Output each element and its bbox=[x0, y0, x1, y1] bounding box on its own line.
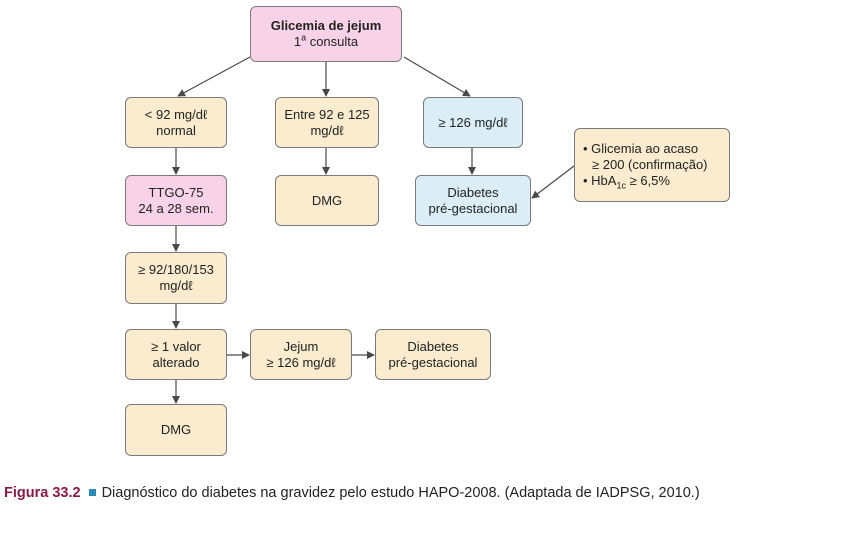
pregest-bottom-line2: pré-gestacional bbox=[388, 354, 478, 370]
note-box: • Glicemia ao acaso ≥ 200 (confirmação) … bbox=[574, 128, 730, 202]
dmg-mid-line1: DMG bbox=[311, 192, 343, 208]
pregest-top-line2: pré-gestacional bbox=[428, 200, 518, 216]
low-line2: normal bbox=[156, 122, 196, 138]
dmg-bottom-line1: DMG bbox=[160, 422, 192, 437]
altered-line2: alterado bbox=[152, 354, 200, 370]
figure-caption: Figura 33.2 Diagnóstico do diabetes na gr… bbox=[4, 484, 852, 503]
root-subtitle: 1a consulta bbox=[293, 32, 359, 49]
jejum-line1: Jejum bbox=[283, 338, 319, 354]
caption-text: Diagnóstico do diabetes na gravidez pelo… bbox=[101, 485, 700, 501]
mid-line2: mg/dℓ bbox=[310, 122, 344, 138]
caption-label: Figura 33.2 bbox=[4, 485, 81, 501]
ttgo-line1: TTGO-75 bbox=[148, 184, 204, 200]
ttgo-line2: 24 a 28 sem. bbox=[138, 200, 214, 216]
pregest-bottom-line1: Diabetes bbox=[407, 338, 459, 354]
arrow-note-to-pregest bbox=[531, 165, 575, 199]
pregest-bottom-box: Diabetes pré-gestacional bbox=[375, 329, 491, 380]
dmg-mid-box: DMG bbox=[275, 175, 379, 226]
pregest-top-line1: Diabetes bbox=[447, 184, 499, 200]
arrow-root-to-low bbox=[177, 56, 251, 97]
low-line1: < 92 mg/dℓ bbox=[144, 106, 208, 122]
arrow-root-to-high bbox=[403, 56, 471, 97]
ttgo-box: TTGO-75 24 a 28 sem. bbox=[125, 175, 227, 226]
note-item1-line2: ≥ 200 (confirmação) bbox=[592, 157, 708, 172]
altered-box: ≥ 1 valor alterado bbox=[125, 329, 227, 380]
high-line1: ≥ 126 mg/dℓ bbox=[438, 114, 508, 130]
high-box: ≥ 126 mg/dℓ bbox=[423, 97, 523, 148]
thresholds-line2: mg/dℓ bbox=[159, 278, 193, 293]
mid-box: Entre 92 e 125 mg/dℓ bbox=[275, 97, 379, 148]
jejum-box: Jejum ≥ 126 mg/dℓ bbox=[250, 329, 352, 380]
note-item1-line1: • Glicemia ao acaso bbox=[583, 141, 699, 156]
jejum-line2: ≥ 126 mg/dℓ bbox=[266, 354, 336, 370]
altered-line1: ≥ 1 valor bbox=[151, 338, 201, 354]
low-box: < 92 mg/dℓ normal bbox=[125, 97, 227, 148]
note-item2: • HbA1c ≥ 6,5% bbox=[583, 173, 670, 191]
root-title: Glicemia de jejum bbox=[270, 18, 382, 33]
pregest-top-box: Diabetes pré-gestacional bbox=[415, 175, 531, 226]
caption-square-icon bbox=[88, 488, 96, 496]
thresholds-line1: ≥ 92/180/153 bbox=[138, 262, 214, 277]
thresholds-box: ≥ 92/180/153 mg/dℓ bbox=[125, 252, 227, 304]
root-box: Glicemia de jejum 1a consulta bbox=[250, 6, 402, 62]
mid-line1: Entre 92 e 125 bbox=[284, 106, 370, 122]
dmg-bottom-box: DMG bbox=[125, 404, 227, 456]
